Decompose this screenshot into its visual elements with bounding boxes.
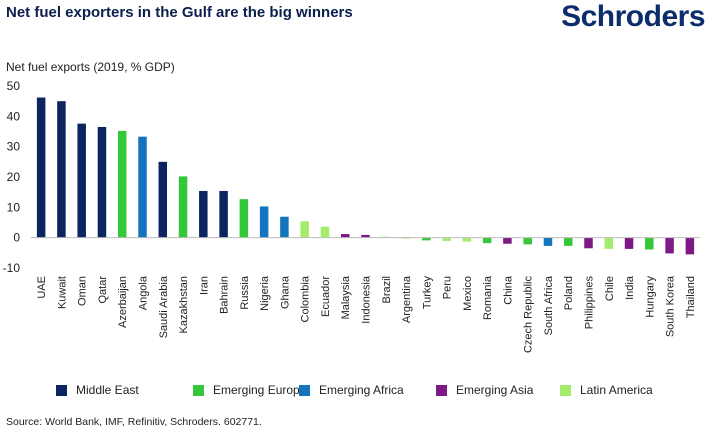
x-tick-label: Chile (604, 276, 616, 301)
source-note: Source: World Bank, IMF, Refinitiv, Schr… (6, 416, 262, 428)
x-tick-label: Azerbaijan (117, 276, 129, 328)
legend-swatch-emerging-europe (193, 384, 204, 396)
x-tick-label: UAE (36, 276, 48, 299)
legend-swatch-emerging-africa (299, 384, 310, 396)
legend-item-latin-america: Latin America (560, 383, 653, 397)
bar (422, 237, 431, 241)
x-tick-label: Brazil (381, 276, 393, 304)
x-tick-label: Ghana (279, 275, 291, 309)
bar (199, 190, 208, 238)
x-tick-label: India (624, 275, 636, 300)
chart-title: Net fuel exporters in the Gulf are the b… (6, 4, 353, 21)
bar (482, 237, 492, 244)
bar (77, 123, 86, 238)
x-tick-label: Kuwait (56, 276, 68, 309)
x-tick-label: Russia (239, 275, 251, 310)
x-tick-label: Philippines (584, 276, 596, 330)
x-tick-label: Mexico (462, 276, 474, 311)
bar (219, 190, 228, 238)
bar (178, 176, 188, 238)
legend-label-middle-east: Middle East (76, 383, 139, 397)
x-tick-label: China (502, 275, 514, 305)
y-tick-label: 0 (13, 231, 20, 245)
legend-label-emerging-africa: Emerging Africa (319, 383, 404, 397)
bar (563, 237, 573, 246)
y-tick-label: 20 (7, 170, 21, 184)
bar (117, 130, 127, 238)
x-tick-label: Czech Republic (523, 276, 535, 354)
y-tick-label: 10 (7, 200, 21, 214)
x-tick-label: Angola (138, 275, 150, 310)
x-tick-label: Peru (442, 276, 454, 299)
x-tick-label: Bahrain (219, 276, 231, 314)
x-tick-label: Argentina (401, 275, 413, 323)
legend: Middle East Emerging Europe Emerging Afr… (0, 383, 711, 403)
x-tick-label: Romania (482, 275, 494, 320)
bar (239, 199, 249, 238)
x-tick-label: Malaysia (340, 275, 352, 319)
legend-label-emerging-asia: Emerging Asia (456, 383, 534, 397)
bar (503, 237, 512, 244)
bar (280, 216, 289, 238)
legend-item-middle-east: Middle East (56, 383, 139, 397)
schroders-logo: Schroders (561, 0, 705, 33)
bar (543, 237, 553, 246)
bar (584, 237, 593, 249)
x-tick-label: Iran (198, 276, 210, 295)
bar (361, 234, 370, 238)
x-tick-label: Poland (563, 276, 575, 310)
y-tick-label: 30 (7, 140, 21, 154)
bar (320, 226, 330, 238)
bar (97, 126, 107, 238)
bar (158, 161, 168, 238)
bar (624, 237, 634, 249)
x-tick-label: South Africa (543, 275, 555, 335)
x-tick-label: Thailand (685, 276, 697, 318)
bar (138, 136, 147, 238)
bar (685, 237, 695, 255)
legend-item-emerging-africa: Emerging Africa (299, 383, 404, 397)
bar-chart: 50 40 30 20 10 0 -10 UAE Kuwait Oman Qatar Azerbaij… (3, 79, 700, 354)
legend-label-latin-america: Latin America (580, 383, 653, 397)
x-tick-label: Qatar (97, 276, 109, 304)
bar (604, 237, 614, 249)
x-tick-label: Hungary (644, 276, 656, 318)
bar (259, 206, 269, 238)
x-tick-label: Ecuador (320, 276, 332, 317)
x-tick-label: Nigeria (259, 275, 271, 311)
x-tick-label: Oman (77, 276, 89, 306)
x-tick-label: Colombia (300, 275, 312, 322)
bar (340, 234, 350, 238)
bar (462, 237, 472, 242)
legend-swatch-emerging-asia (436, 384, 447, 396)
bar (300, 221, 309, 238)
x-tick-label: Saudi Arabia (158, 275, 170, 338)
x-tick-label: Kazakhstan (178, 276, 190, 333)
y-tick-label: -10 (3, 261, 21, 275)
x-tick-label: South Korea (665, 275, 677, 337)
legend-item-emerging-europe: Emerging Europe (193, 383, 306, 397)
legend-item-emerging-asia: Emerging Asia (436, 383, 533, 397)
bar (665, 237, 674, 254)
y-axis-label: Net fuel exports (2019, % GDP) (6, 60, 175, 74)
y-tick-label: 40 (7, 109, 21, 123)
y-tick-label: 50 (7, 79, 21, 93)
x-tick-label: Indonesia (361, 275, 373, 324)
bar (523, 237, 532, 245)
bar (442, 237, 451, 242)
legend-swatch-latin-america (560, 384, 571, 396)
bar (645, 237, 654, 250)
legend-swatch-middle-east (56, 384, 67, 396)
legend-label-emerging-europe: Emerging Europe (213, 383, 307, 397)
bar (36, 97, 46, 238)
bar (57, 101, 66, 238)
x-tick-label: Turkey (421, 276, 433, 310)
